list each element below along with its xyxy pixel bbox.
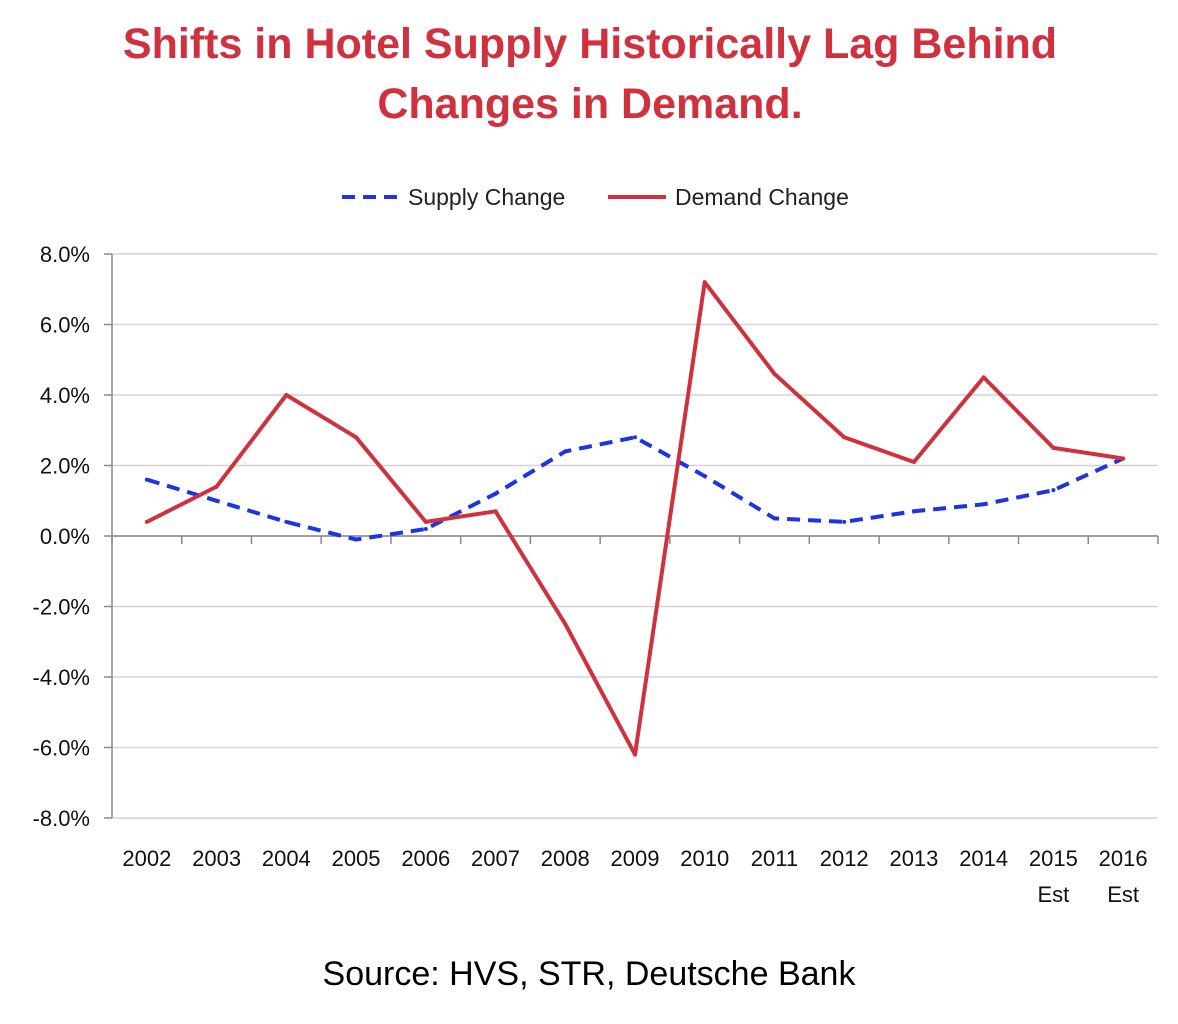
x-tick-label: 2014 bbox=[959, 846, 1008, 871]
demand-point bbox=[493, 509, 498, 514]
supply-point bbox=[772, 516, 777, 521]
supply-point bbox=[144, 477, 149, 482]
x-tick-label: 2007 bbox=[471, 846, 520, 871]
demand-point bbox=[423, 519, 428, 524]
x-tick-label: 2008 bbox=[541, 846, 590, 871]
y-tick-labels: 8.0% 6.0% 4.0% 2.0% 0.0% -2.0% -4.0% -6.0% -8.0% bbox=[33, 242, 90, 831]
y-tick-label: 4.0% bbox=[40, 383, 90, 408]
title-line-2: Changes in Demand. bbox=[377, 80, 803, 128]
demand-point bbox=[284, 393, 289, 397]
legend: Supply Change Demand Change bbox=[342, 184, 849, 210]
legend-label-demand: Demand Change bbox=[675, 184, 849, 210]
supply-point bbox=[633, 435, 637, 440]
supply-point bbox=[493, 491, 498, 496]
demand-point bbox=[981, 375, 986, 380]
chart-title: Shifts in Hotel Supply Historically Lag … bbox=[40, 14, 1140, 134]
y-tick-label: 6.0% bbox=[40, 313, 90, 338]
demand-point bbox=[842, 435, 847, 440]
x-tick-label: 2006 bbox=[401, 846, 450, 871]
x-tick-labels: 2002 2003 2004 2005 2006 2007 2008 2009 2010 2011… bbox=[122, 846, 1147, 907]
demand-point bbox=[1121, 456, 1126, 461]
source-note: Source: HVS, STR, Deutsche Bank bbox=[322, 955, 856, 993]
supply-point bbox=[842, 519, 847, 524]
x-tick-label: 2003 bbox=[192, 846, 241, 871]
demand-point bbox=[354, 435, 359, 440]
demand-point bbox=[563, 622, 568, 627]
y-tick-label: -2.0% bbox=[33, 595, 90, 620]
supply-point bbox=[702, 474, 707, 479]
demand-point bbox=[633, 752, 637, 757]
supply-point bbox=[563, 449, 568, 454]
title-line-1: Shifts in Hotel Supply Historically Lag … bbox=[122, 20, 1058, 68]
supply-point bbox=[1051, 488, 1056, 493]
x-tick-label: 2009 bbox=[611, 846, 660, 871]
line-chart: 8.0% 6.0% 4.0% 2.0% 0.0% -2.0% -4.0% -6.0% -8.0%… bbox=[33, 184, 1159, 907]
x-tick-label: 2016 Est bbox=[1099, 846, 1148, 907]
supply-point bbox=[354, 537, 359, 542]
x-tick-label: 2002 bbox=[122, 846, 171, 871]
y-tick-label: 2.0% bbox=[40, 454, 90, 479]
demand-change-line bbox=[145, 280, 1124, 757]
legend-label-supply: Supply Change bbox=[408, 184, 565, 210]
x-tick-label: 2004 bbox=[262, 846, 311, 871]
axes bbox=[104, 253, 1159, 819]
demand-point bbox=[214, 484, 219, 489]
demand-point bbox=[1051, 445, 1056, 450]
supply-point bbox=[423, 526, 428, 531]
x-tick-label: 2012 bbox=[820, 846, 869, 871]
demand-point bbox=[702, 280, 707, 285]
x-tick-label: 2015 Est bbox=[1029, 846, 1078, 907]
demand-point bbox=[144, 519, 149, 524]
demand-point bbox=[911, 459, 916, 464]
x-tick-label: 2011 bbox=[751, 846, 798, 871]
supply-point bbox=[911, 509, 916, 514]
x-tick-label: 2010 bbox=[680, 846, 729, 871]
supply-point bbox=[981, 502, 986, 507]
y-tick-label: 0.0% bbox=[40, 524, 90, 549]
supply-change-line bbox=[146, 435, 1124, 542]
x-tick-label: 2005 bbox=[332, 846, 381, 871]
series-lines bbox=[144, 280, 1126, 757]
supply-point bbox=[214, 498, 219, 503]
y-tick-label: 8.0% bbox=[40, 242, 90, 267]
x-tick-label: 2013 bbox=[889, 846, 938, 871]
supply-point bbox=[284, 519, 289, 524]
y-tick-label: -4.0% bbox=[33, 665, 90, 690]
y-tick-label: -6.0% bbox=[33, 736, 90, 761]
y-tick-label: -8.0% bbox=[33, 806, 90, 831]
demand-point bbox=[772, 371, 777, 376]
